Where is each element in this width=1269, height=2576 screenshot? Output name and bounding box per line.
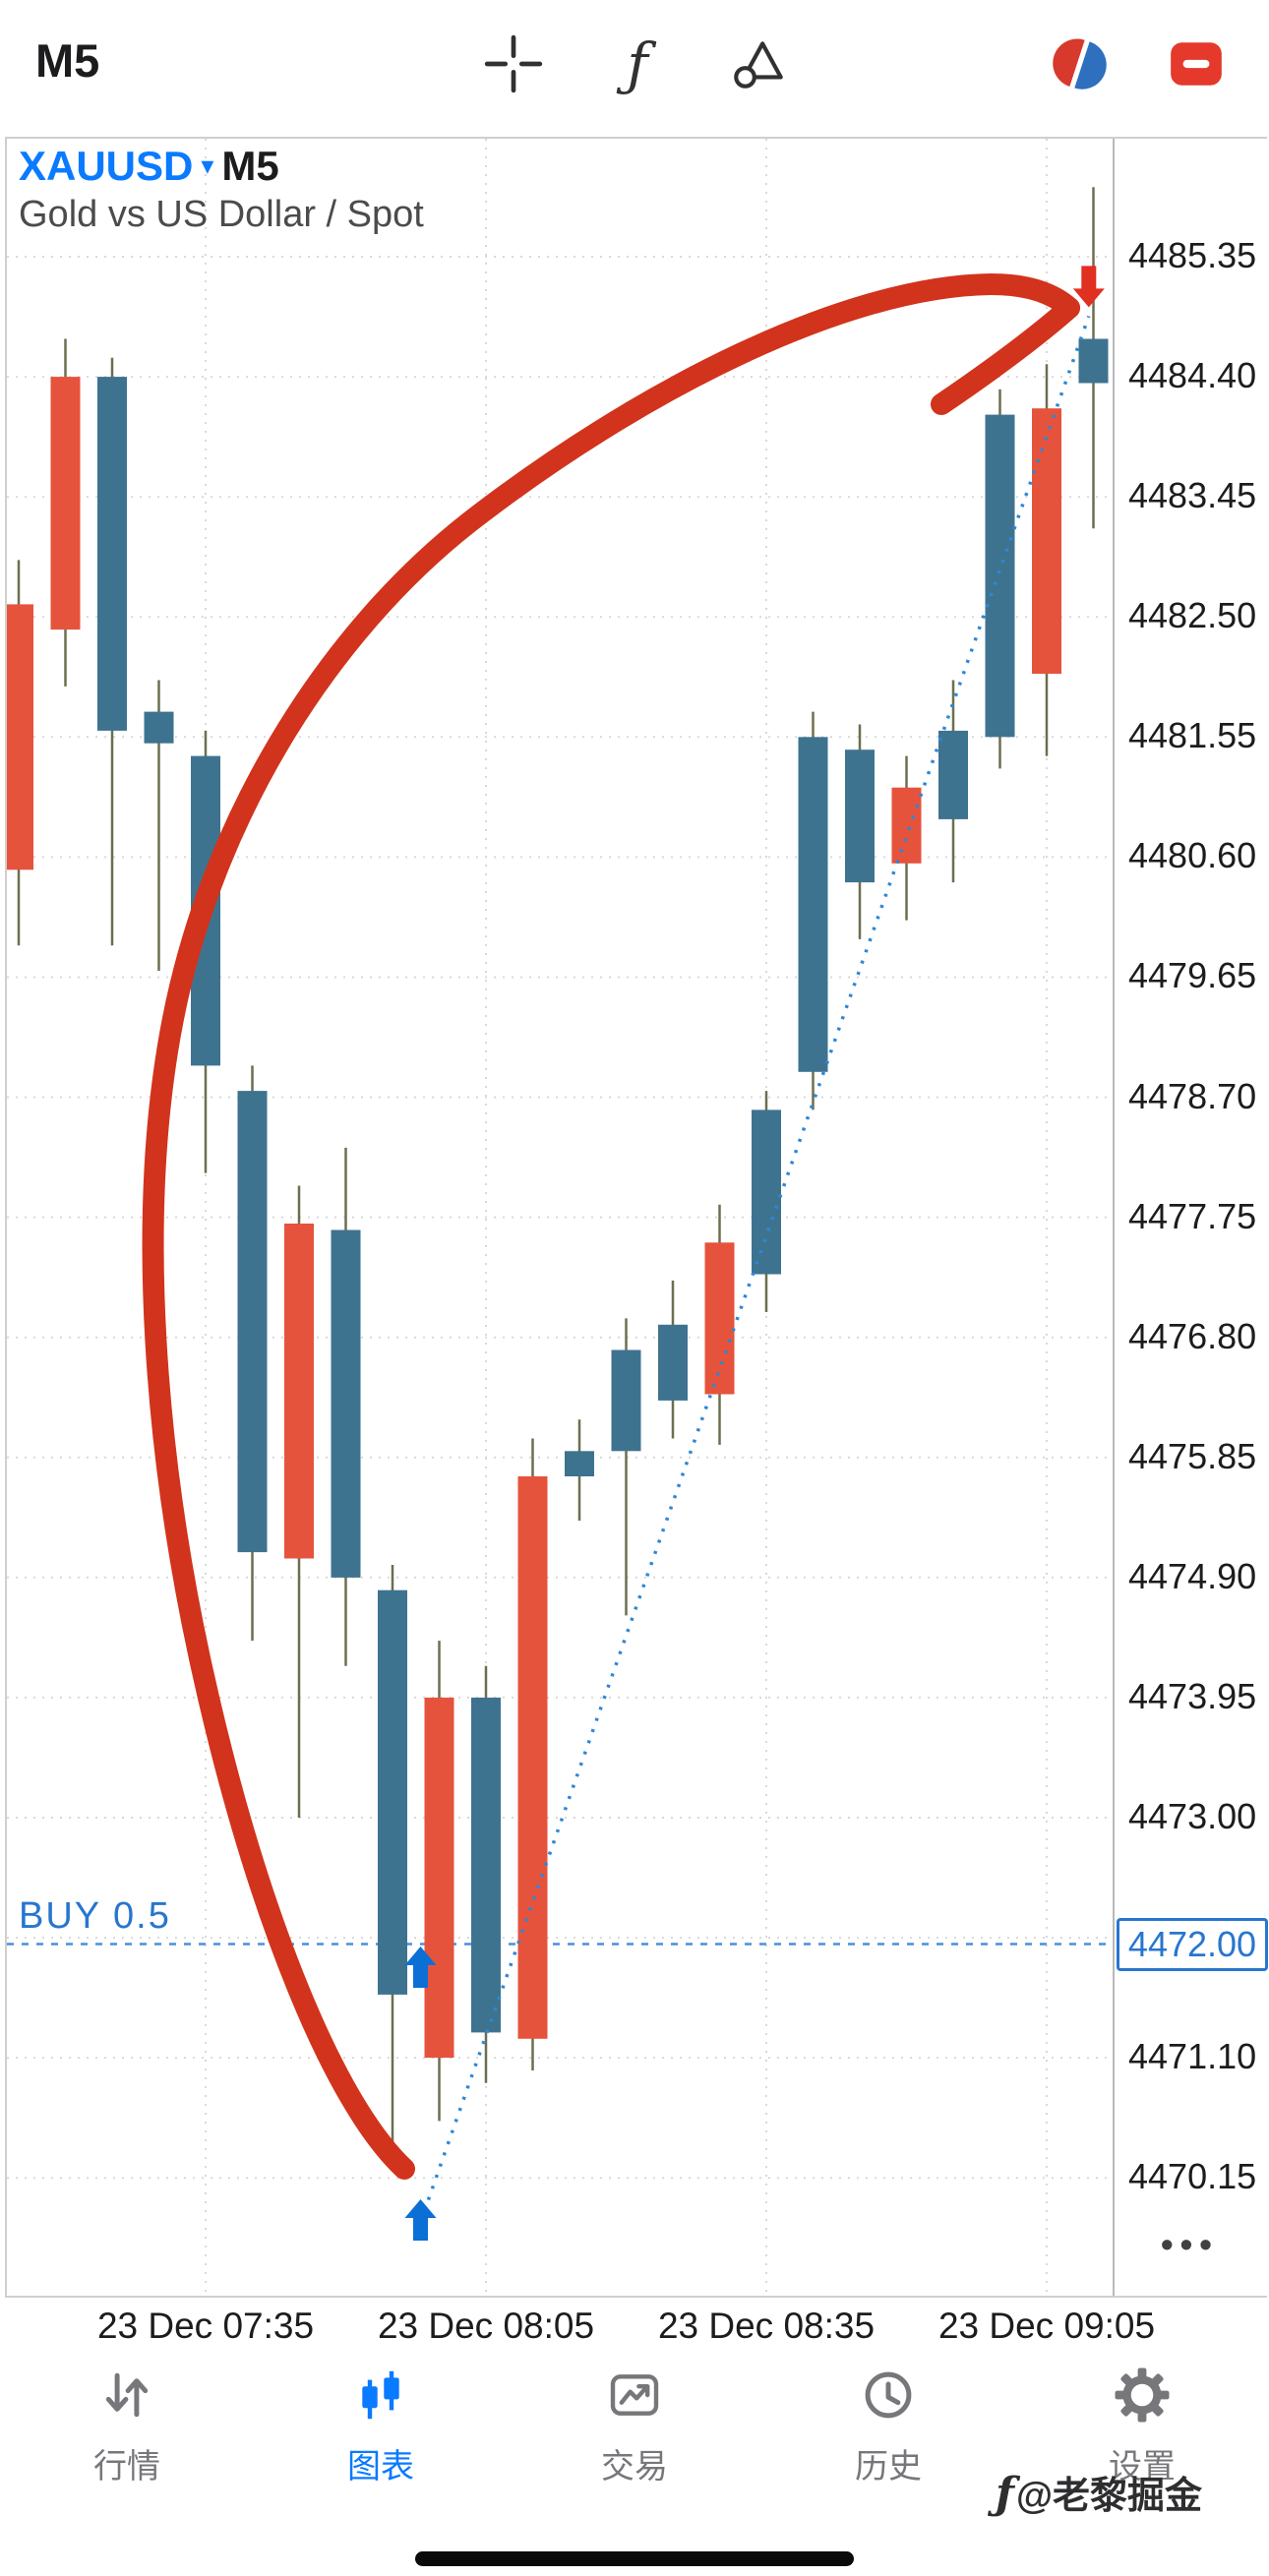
tab-quotes[interactable]: 行情 xyxy=(0,2363,254,2530)
tab-label: 图表 xyxy=(347,2448,414,2486)
objects-icon[interactable] xyxy=(728,33,789,94)
candle-body xyxy=(1032,408,1061,674)
settings-gear-icon xyxy=(1115,2367,1170,2423)
time-tick: 23 Dec 07:35 xyxy=(96,2306,315,2346)
history-clock-icon xyxy=(865,2371,912,2419)
candle-body xyxy=(424,1697,454,2059)
price-tick: 4483.45 xyxy=(1128,475,1257,516)
tab-settings[interactable]: 设置 xyxy=(1015,2363,1269,2530)
quotes-arrows-icon xyxy=(105,2372,149,2418)
candle-body xyxy=(1078,338,1109,384)
candle-body xyxy=(938,730,968,819)
candle-body xyxy=(7,604,33,870)
chart-candles-icon xyxy=(362,2370,399,2420)
candle-body xyxy=(331,1229,361,1578)
broker-badge-icon[interactable] xyxy=(1166,33,1227,94)
candle-body xyxy=(565,1451,594,1476)
price-tick: 4478.70 xyxy=(1128,1075,1257,1116)
price-tick: 4473.00 xyxy=(1128,1795,1257,1836)
order-price-box: 4472.00 xyxy=(1117,1918,1268,1971)
symbol-description: Gold vs US Dollar / Spot xyxy=(19,194,424,235)
price-tick: 4473.95 xyxy=(1128,1675,1257,1716)
price-tick: 4482.50 xyxy=(1128,595,1257,636)
time-tick: 23 Dec 09:05 xyxy=(937,2306,1156,2346)
price-tick: 4481.55 xyxy=(1128,715,1257,756)
chart-area[interactable]: XAUUSD ▾ M5 Gold vs US Dollar / Spot BUY 0… xyxy=(5,137,1268,2298)
indicators-icon[interactable]: ƒ xyxy=(607,33,668,94)
price-tick: 4476.80 xyxy=(1128,1315,1257,1356)
tab-history[interactable]: 历史 xyxy=(761,2363,1015,2530)
symbol-dropdown-caret[interactable]: ▾ xyxy=(201,150,214,180)
price-tick: 4470.15 xyxy=(1128,2156,1257,2197)
trade-icon xyxy=(610,2374,659,2416)
candle-body xyxy=(471,1697,501,2033)
candle-body xyxy=(611,1349,641,1452)
more-ellipsis[interactable]: ••• xyxy=(1161,2224,1219,2264)
tab-chart[interactable]: 图表 xyxy=(254,2363,508,2530)
candle-body xyxy=(50,377,81,630)
candle-body xyxy=(97,377,127,731)
time-tick: 23 Dec 08:05 xyxy=(377,2306,595,2346)
price-tick: 4484.40 xyxy=(1128,355,1257,396)
order-side-label: BUY 0.5 xyxy=(19,1895,171,1937)
candle-body xyxy=(704,1242,735,1395)
buy-marker xyxy=(404,2199,437,2241)
freehand-arrow-barb xyxy=(931,297,1080,415)
candle-body xyxy=(144,711,174,744)
watermark-text: @老黎掘金 xyxy=(1015,2476,1202,2517)
candle-body xyxy=(891,787,922,864)
candle-body xyxy=(658,1324,688,1401)
price-tick: 4479.65 xyxy=(1128,955,1257,996)
pie-logo-icon[interactable] xyxy=(1049,33,1110,94)
tab-label: 历史 xyxy=(855,2448,922,2486)
sell-marker xyxy=(1072,266,1105,308)
candle-body xyxy=(798,737,828,1072)
tab-label: 交易 xyxy=(601,2448,668,2486)
buy-marker xyxy=(404,1947,437,1988)
price-tick: 4475.85 xyxy=(1128,1435,1257,1476)
candle-body xyxy=(985,414,1015,738)
candle-body xyxy=(284,1224,314,1559)
watermark: ƒ@老黎掘金 xyxy=(996,2465,1202,2519)
time-tick: 23 Dec 08:35 xyxy=(657,2306,876,2346)
candle-body xyxy=(237,1091,268,1553)
candle-body xyxy=(378,1589,407,1995)
crosshair-icon[interactable] xyxy=(483,33,544,94)
tab-label: 行情 xyxy=(93,2448,160,2486)
candle-body xyxy=(845,749,875,883)
candle-body xyxy=(752,1109,781,1275)
timeframe-label[interactable]: M5 xyxy=(35,34,100,87)
price-axis-separator xyxy=(1113,139,1115,2296)
freehand-arrow[interactable] xyxy=(142,272,1080,2180)
price-tick: 4474.90 xyxy=(1128,1555,1257,1596)
chart-toolbar: M5 ƒ xyxy=(0,0,1269,137)
candlestick-plot[interactable] xyxy=(7,139,1113,2296)
tab-bar: 行情 图表 交易 历史 设置 xyxy=(0,2363,1269,2530)
price-tick: 4477.75 xyxy=(1128,1195,1257,1236)
tab-label: 设置 xyxy=(1109,2448,1176,2486)
home-indicator[interactable] xyxy=(415,2551,854,2566)
candle-body xyxy=(517,1476,548,2039)
tab-trade[interactable]: 交易 xyxy=(508,2363,761,2530)
chart-timeframe: M5 xyxy=(221,143,279,189)
price-tick: 4480.60 xyxy=(1128,835,1257,876)
chart-title: XAUUSD ▾ M5 xyxy=(19,143,279,190)
price-tick: 4485.35 xyxy=(1128,235,1257,275)
price-tick: 4471.10 xyxy=(1128,2036,1257,2077)
watermark-logo: ƒ xyxy=(996,2469,1014,2519)
symbol-name[interactable]: XAUUSD xyxy=(19,143,194,189)
